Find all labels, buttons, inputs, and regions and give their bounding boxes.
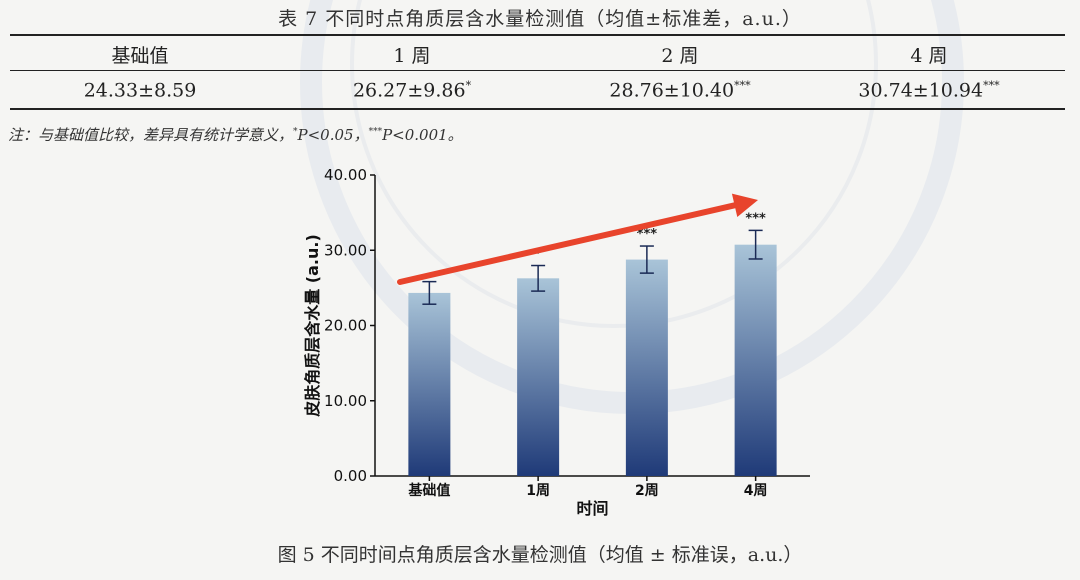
y-axis-title: 皮肤角质层含水量 (a.u.) bbox=[303, 234, 322, 418]
trend-arrow-head bbox=[731, 193, 758, 218]
table-cell-baseline: 24.33±8.59 bbox=[83, 79, 197, 102]
x-tick-label: 基础值 bbox=[408, 482, 450, 499]
y-tick-label: 30.00 bbox=[324, 241, 367, 259]
table-cell-week4: 30.74±10.94*** bbox=[858, 79, 1000, 102]
table-cell-week1: 26.27±9.86* bbox=[352, 79, 472, 102]
x-tick-label: 4周 bbox=[744, 483, 768, 499]
significance-label: * bbox=[535, 247, 542, 262]
table-header-baseline: 基础值 bbox=[111, 45, 169, 67]
x-axis-title: 时间 bbox=[576, 499, 608, 518]
figure-caption: 图 5 不同时间点角质层含水量检测值（均值 ± 标准误，a.u.） bbox=[277, 544, 803, 566]
table-cell-week2: 28.76±10.40*** bbox=[609, 79, 751, 102]
x-tick-label: 1周 bbox=[526, 483, 550, 499]
table-top-rule bbox=[10, 34, 1065, 36]
bar bbox=[408, 292, 451, 476]
trend-arrow-line bbox=[397, 202, 738, 285]
table-header-week1: 1 周 bbox=[393, 45, 431, 67]
bar bbox=[517, 278, 560, 476]
y-tick-label: 40.00 bbox=[324, 166, 367, 184]
table-mid-rule bbox=[10, 70, 1065, 71]
table-title: 表 7 不同时点角质层含水量检测值（均值±标准差，a.u.） bbox=[278, 8, 802, 30]
significance-label: *** bbox=[637, 227, 658, 242]
table-header-week4: 4 周 bbox=[910, 45, 948, 67]
significance-label: *** bbox=[745, 211, 766, 226]
x-tick-label: 2周 bbox=[635, 483, 659, 499]
table-note: 注：与基础值比较，差异具有统计学意义，*P<0.05，***P<0.001。 bbox=[8, 126, 463, 144]
y-tick-label: 10.00 bbox=[324, 392, 367, 410]
table-bottom-rule bbox=[10, 108, 1065, 110]
y-tick-label: 20.00 bbox=[324, 317, 367, 335]
table-header-week2: 2 周 bbox=[661, 45, 699, 67]
bar bbox=[625, 259, 668, 476]
bar bbox=[734, 244, 777, 476]
y-tick-label: 0.00 bbox=[334, 467, 367, 485]
